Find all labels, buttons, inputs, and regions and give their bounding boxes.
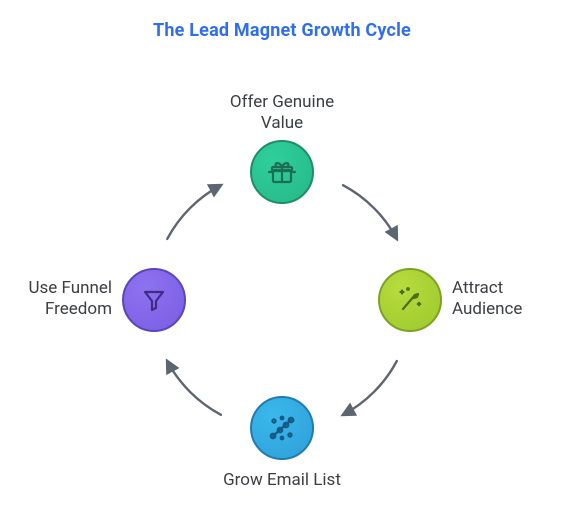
funnel-icon (137, 283, 171, 317)
arrow-funnel-to-offer (167, 185, 221, 239)
arrow-grow-to-funnel (167, 361, 221, 415)
gift-icon (265, 155, 299, 189)
diagram-stage: The Lead Magnet Growth Cycle Offer Genui… (0, 0, 564, 516)
label-offer: Offer Genuine Value (192, 92, 372, 135)
node-offer (250, 140, 314, 204)
network-icon (265, 411, 299, 445)
label-grow: Grow Email List (192, 470, 372, 491)
diagram-title: The Lead Magnet Growth Cycle (0, 20, 564, 41)
arrow-attract-to-grow (343, 361, 397, 415)
node-attract (378, 268, 442, 332)
node-funnel (122, 268, 186, 332)
arrow-offer-to-attract (343, 185, 397, 239)
sparkle-icon (393, 283, 427, 317)
node-grow (250, 396, 314, 460)
label-funnel: Use Funnel Freedom (0, 278, 112, 321)
label-attract: Attract Audience (452, 278, 522, 321)
